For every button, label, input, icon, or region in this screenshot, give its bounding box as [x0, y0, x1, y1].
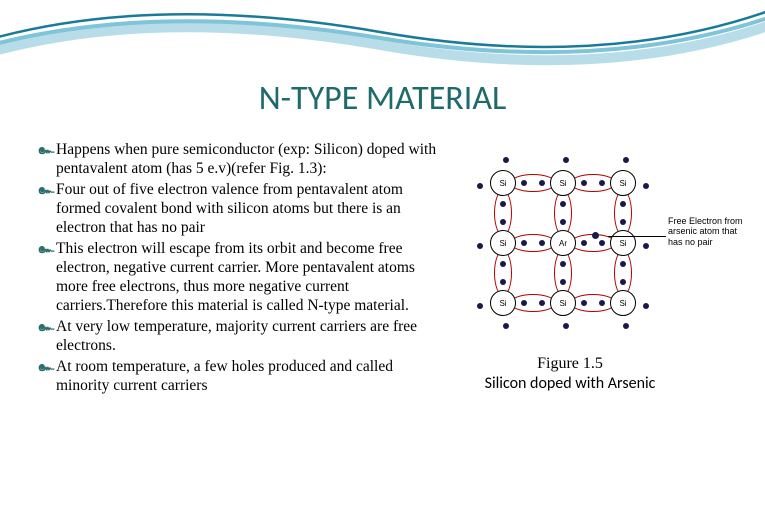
bullet-item: ๛ This electron will escape from its orb… — [38, 239, 438, 315]
edge-electron — [477, 303, 483, 309]
lattice: Si Si Si Si Ar Si Si Si Si — [480, 160, 660, 340]
bullet-text: Happens when pure semiconductor (exp: Si… — [56, 140, 438, 178]
figure-diagram: Si Si Si Si Ar Si Si Si Si Free Electron from ar… — [470, 160, 750, 394]
shared-electron — [620, 261, 626, 267]
shared-electron — [521, 180, 527, 186]
bullet-glyph-icon: ๛ — [38, 140, 56, 159]
edge-electron — [503, 323, 509, 329]
bullet-text: Four out of five electron valence from p… — [56, 180, 438, 237]
edge-electron — [643, 303, 649, 309]
shared-electron — [560, 261, 566, 267]
bullet-item: ๛ At very low temperature, majority curr… — [38, 317, 438, 355]
bullet-glyph-icon: ๛ — [38, 180, 56, 199]
bullet-item: ๛ At room temperature, a few holes produ… — [38, 357, 438, 395]
shared-electron — [500, 201, 506, 207]
silicon-atom: Si — [490, 170, 516, 196]
figure-title: Silicon doped with Arsenic — [470, 374, 670, 394]
edge-electron — [643, 183, 649, 189]
bullet-list: ๛ Happens when pure semiconductor (exp: … — [38, 140, 438, 397]
shared-electron — [500, 261, 506, 267]
shared-electron — [521, 240, 527, 246]
silicon-atom: Si — [610, 290, 636, 316]
arsenic-atom: Ar — [550, 230, 576, 256]
shared-electron — [581, 180, 587, 186]
silicon-atom: Si — [610, 170, 636, 196]
silicon-atom: Si — [550, 290, 576, 316]
annotation-leader-line — [608, 236, 666, 237]
silicon-atom: Si — [610, 230, 636, 256]
shared-electron — [581, 300, 587, 306]
slide-title: N-TYPE MATERIAL — [0, 78, 765, 119]
shared-electron — [620, 201, 626, 207]
bullet-glyph-icon: ๛ — [38, 357, 56, 376]
bullet-text: At very low temperature, majority curren… — [56, 317, 438, 355]
silicon-atom: Si — [490, 290, 516, 316]
bullet-item: ๛ Four out of five electron valence from… — [38, 180, 438, 237]
figure-number: Figure 1.5 — [470, 354, 670, 374]
bullet-glyph-icon: ๛ — [38, 239, 56, 258]
edge-electron — [563, 157, 569, 163]
edge-electron — [503, 157, 509, 163]
shared-electron — [560, 201, 566, 207]
shared-electron — [581, 240, 587, 246]
silicon-atom: Si — [490, 230, 516, 256]
edge-electron — [623, 157, 629, 163]
edge-electron — [643, 243, 649, 249]
figure-caption: Figure 1.5 Silicon doped with Arsenic — [470, 354, 670, 394]
bullet-text: At room temperature, a few holes produce… — [56, 357, 438, 395]
shared-electron — [521, 300, 527, 306]
silicon-atom: Si — [550, 170, 576, 196]
edge-electron — [477, 243, 483, 249]
bullet-text: This electron will escape from its orbit… — [56, 239, 438, 315]
edge-electron — [623, 323, 629, 329]
edge-electron — [477, 183, 483, 189]
free-electron-annotation: Free Electron from arsenic atom that has… — [668, 216, 750, 247]
free-electron — [592, 232, 599, 239]
header-swoosh — [0, 0, 765, 90]
edge-electron — [563, 323, 569, 329]
bullet-item: ๛ Happens when pure semiconductor (exp: … — [38, 140, 438, 178]
bullet-glyph-icon: ๛ — [38, 317, 56, 336]
